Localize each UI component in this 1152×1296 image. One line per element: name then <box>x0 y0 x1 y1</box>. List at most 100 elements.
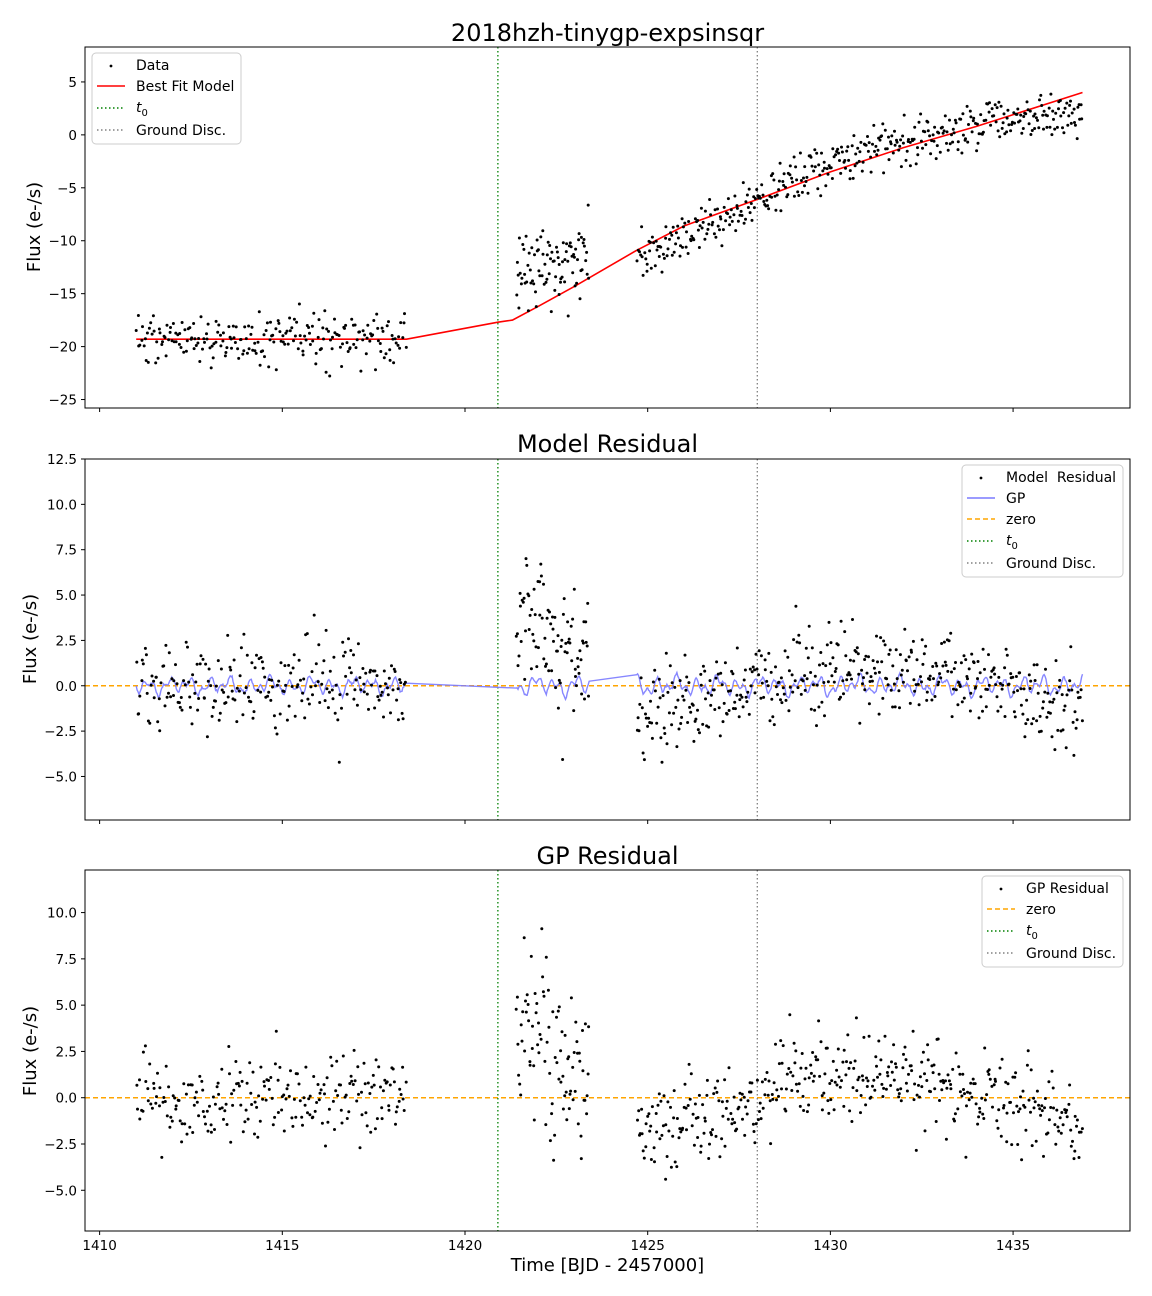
data-point <box>261 1097 265 1101</box>
data-point <box>758 1101 762 1105</box>
data-point <box>907 1072 910 1076</box>
data-point <box>581 641 585 645</box>
data-point <box>258 1119 262 1123</box>
data-point <box>755 667 759 671</box>
data-point <box>373 1127 377 1131</box>
data-point <box>210 344 214 348</box>
data-point <box>174 1107 178 1111</box>
data-point <box>944 1079 947 1083</box>
data-point <box>197 337 201 340</box>
data-point <box>1049 92 1053 96</box>
data-point <box>960 151 964 155</box>
data-point <box>160 1155 164 1159</box>
data-point <box>772 723 776 727</box>
data-point <box>873 671 877 675</box>
data-point <box>999 1134 1003 1138</box>
data-point <box>844 166 847 170</box>
data-point <box>921 146 924 150</box>
data-point <box>713 208 717 212</box>
data-point <box>763 658 767 662</box>
data-point <box>398 346 402 350</box>
data-point <box>573 284 577 288</box>
data-point <box>373 669 377 673</box>
data-point <box>392 1080 396 1084</box>
data-point <box>1021 1089 1025 1093</box>
data-point <box>167 691 170 695</box>
data-point <box>763 668 767 672</box>
data-point <box>940 1088 944 1092</box>
data-point <box>352 653 355 657</box>
data-point <box>702 1131 706 1135</box>
data-point <box>547 1025 551 1029</box>
data-point <box>771 715 775 719</box>
data-point <box>539 1037 543 1041</box>
data-point <box>310 670 314 674</box>
data-point <box>539 574 543 578</box>
data-point <box>585 1094 589 1098</box>
data-point <box>652 241 656 245</box>
data-point <box>514 634 518 638</box>
data-point <box>682 698 686 702</box>
data-point <box>920 638 924 642</box>
data-point <box>177 701 181 705</box>
data-point <box>928 134 932 138</box>
data-point <box>300 699 304 703</box>
data-point <box>1009 1100 1012 1104</box>
data-point <box>670 233 674 237</box>
data-point <box>933 125 937 129</box>
data-point <box>390 664 393 668</box>
data-point <box>1051 109 1055 113</box>
data-point <box>140 679 144 683</box>
data-point <box>268 338 272 342</box>
data-point <box>370 1085 374 1089</box>
data-point <box>696 1116 700 1119</box>
data-point <box>346 350 350 353</box>
data-point <box>255 653 258 657</box>
data-point <box>280 1108 284 1112</box>
data-point <box>784 185 787 189</box>
data-point <box>174 331 178 335</box>
data-point <box>860 668 864 672</box>
data-point <box>990 107 994 111</box>
data-point <box>976 660 980 663</box>
data-point <box>749 684 753 688</box>
data-point <box>213 1102 217 1106</box>
data-point <box>365 692 369 696</box>
data-point <box>949 631 953 635</box>
data-point <box>701 664 705 668</box>
data-point <box>194 1090 198 1094</box>
data-point <box>843 159 847 162</box>
data-point <box>696 219 700 222</box>
panel-gp-residual: GP Residual Flux (e-/s) −5.0−2.50.02.55.… <box>20 842 1131 1254</box>
data-point <box>579 1134 583 1138</box>
data-point <box>636 1118 639 1122</box>
data-point <box>941 131 945 135</box>
data-point <box>1067 688 1071 692</box>
data-point <box>1035 663 1039 667</box>
data-point <box>274 327 278 331</box>
data-point <box>1042 1154 1045 1158</box>
data-point <box>730 1122 734 1126</box>
data-point <box>540 927 544 931</box>
data-point <box>824 664 828 668</box>
data-point <box>1021 712 1025 716</box>
data-point <box>875 1064 878 1068</box>
data-point <box>866 135 869 138</box>
data-point <box>737 715 741 719</box>
data-point <box>337 334 341 337</box>
data-point <box>1063 704 1067 708</box>
data-point <box>323 1092 326 1096</box>
data-point <box>735 1127 739 1131</box>
data-point <box>247 347 251 351</box>
data-point <box>954 121 958 125</box>
data-point <box>527 251 531 255</box>
data-point <box>137 712 141 716</box>
data-point <box>790 1089 794 1092</box>
data-point <box>392 361 396 365</box>
data-point <box>1064 746 1068 750</box>
data-point <box>564 1090 568 1094</box>
data-point <box>837 1075 841 1079</box>
data-point <box>230 1092 234 1096</box>
data-point <box>817 705 821 709</box>
data-point <box>399 681 403 685</box>
